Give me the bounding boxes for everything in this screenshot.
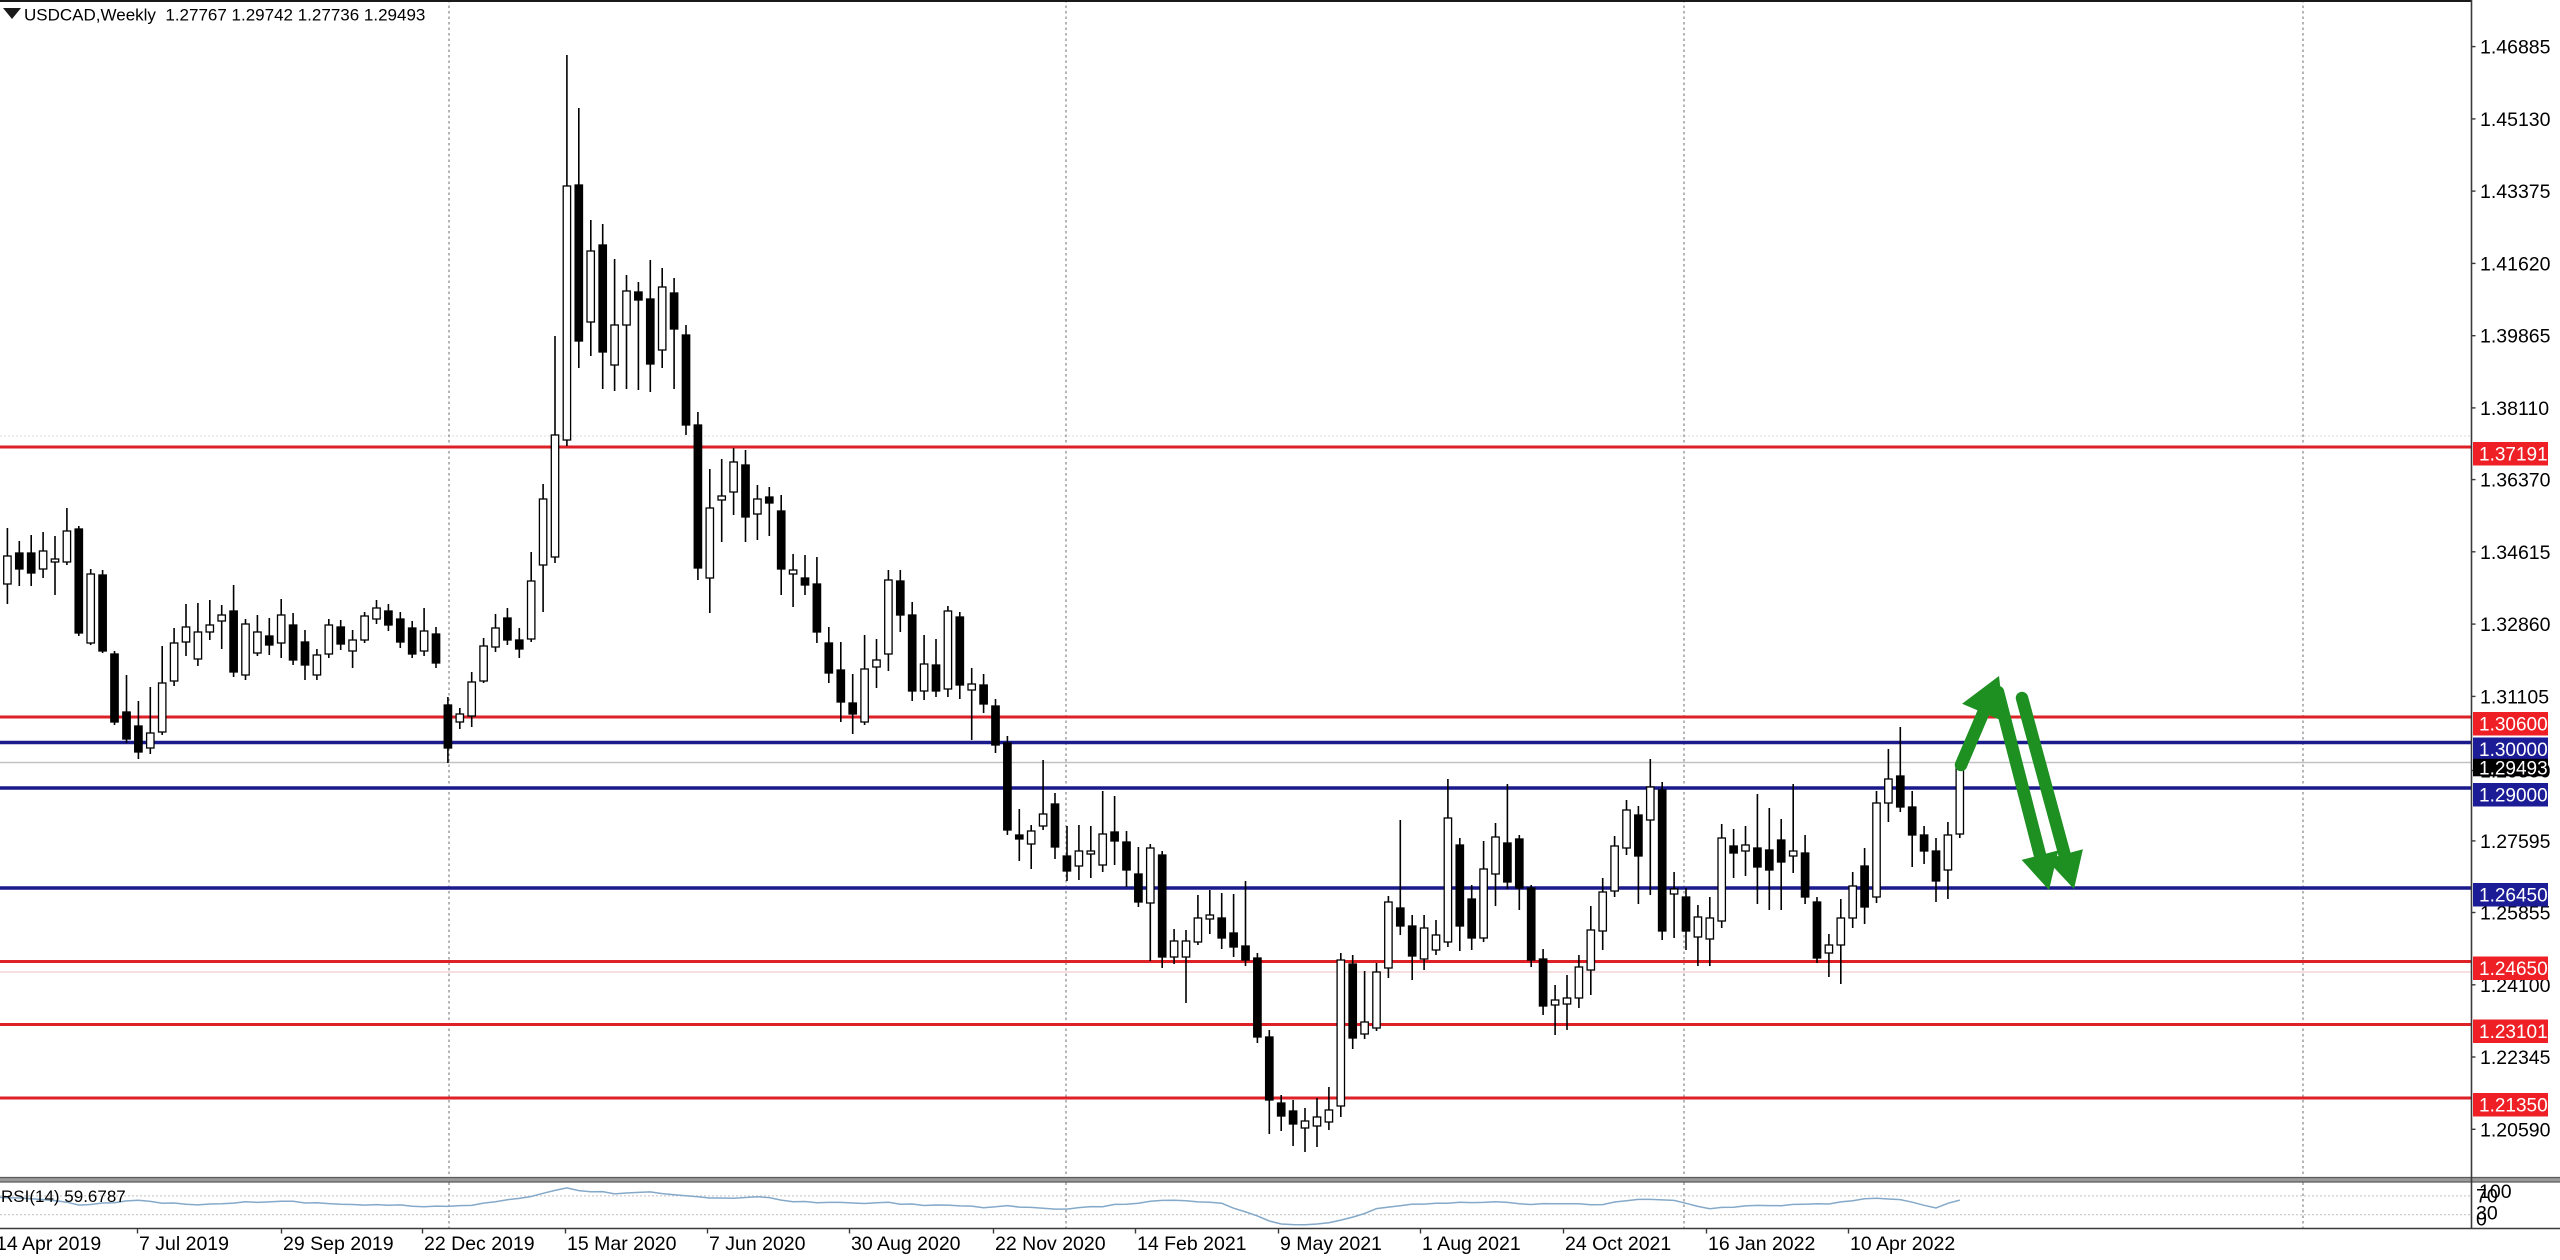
svg-text:1.43375: 1.43375	[2480, 181, 2551, 203]
svg-text:29 Sep 2019: 29 Sep 2019	[283, 1233, 394, 1255]
svg-text:1 Aug 2021: 1 Aug 2021	[1422, 1233, 1521, 1255]
svg-text:1.46885: 1.46885	[2480, 37, 2551, 59]
svg-text:1.31105: 1.31105	[2480, 686, 2549, 708]
svg-text:24 Oct 2021: 24 Oct 2021	[1565, 1233, 1671, 1255]
svg-text:USDCAD,Weekly 1.27767 1.29742: USDCAD,Weekly 1.27767 1.29742 1.27736 1.…	[24, 6, 425, 25]
svg-text:70: 70	[2476, 1186, 2498, 1208]
svg-text:16 Jan 2022: 16 Jan 2022	[1708, 1233, 1815, 1255]
svg-text:1.20590: 1.20590	[2480, 1119, 2551, 1141]
svg-text:9 May 2021: 9 May 2021	[1280, 1233, 1382, 1255]
svg-text:1.26450: 1.26450	[2479, 886, 2548, 907]
svg-text:22 Dec 2019: 22 Dec 2019	[424, 1233, 535, 1255]
svg-text:30 Aug 2020: 30 Aug 2020	[851, 1233, 961, 1255]
svg-text:1.21350: 1.21350	[2479, 1096, 2548, 1117]
svg-text:1.30000: 1.30000	[2479, 740, 2548, 761]
svg-text:0: 0	[2476, 1209, 2487, 1231]
svg-text:1.38110: 1.38110	[2480, 398, 2549, 420]
svg-text:1.24650: 1.24650	[2479, 959, 2548, 980]
svg-text:14 Feb 2021: 14 Feb 2021	[1137, 1233, 1247, 1255]
svg-text:7 Jun 2020: 7 Jun 2020	[709, 1233, 806, 1255]
svg-text:30: 30	[2476, 1203, 2498, 1225]
svg-text:1.39865: 1.39865	[2480, 326, 2551, 348]
svg-text:1.30600: 1.30600	[2479, 715, 2548, 736]
svg-text:1.27595: 1.27595	[2480, 831, 2551, 853]
svg-text:1.36370: 1.36370	[2480, 470, 2551, 492]
svg-text:1.45130: 1.45130	[2480, 109, 2551, 131]
svg-text:1.22345: 1.22345	[2480, 1047, 2551, 1069]
svg-text:1.41620: 1.41620	[2480, 253, 2551, 275]
svg-text:1.32860: 1.32860	[2480, 614, 2551, 636]
svg-text:100: 100	[2479, 1181, 2512, 1203]
svg-text:7 Jul 2019: 7 Jul 2019	[139, 1233, 229, 1255]
svg-text:10 Apr 2022: 10 Apr 2022	[1850, 1233, 1955, 1255]
svg-text:1.34615: 1.34615	[2480, 542, 2551, 564]
svg-text:22 Nov 2020: 22 Nov 2020	[995, 1233, 1106, 1255]
svg-text:14 Apr 2019: 14 Apr 2019	[0, 1233, 101, 1255]
svg-text:1.23101: 1.23101	[2479, 1022, 2548, 1043]
svg-text:1.25855: 1.25855	[2480, 903, 2551, 925]
svg-text:RSI(14) 59.6787: RSI(14) 59.6787	[1, 1187, 126, 1206]
svg-text:1.24100: 1.24100	[2480, 975, 2551, 997]
svg-text:1.37191: 1.37191	[2479, 445, 2548, 466]
svg-text:1.29493: 1.29493	[2479, 758, 2548, 779]
svg-text:15 Mar 2020: 15 Mar 2020	[567, 1233, 677, 1255]
svg-text:1.29000: 1.29000	[2479, 786, 2548, 807]
